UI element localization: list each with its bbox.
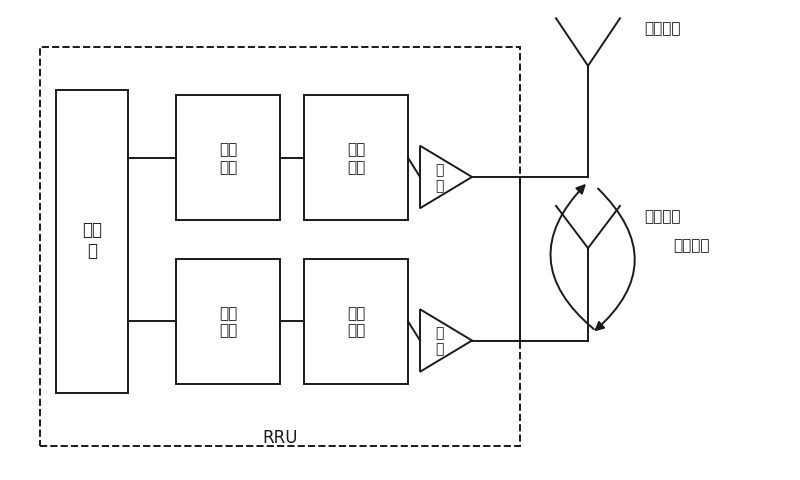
Text: 功
放: 功 放: [435, 326, 444, 356]
Text: 校准天线: 校准天线: [644, 21, 681, 36]
Text: 中频
部分: 中频 部分: [219, 142, 237, 175]
Bar: [304, 96, 408, 221]
Bar: [56, 91, 128, 394]
Text: 中频
部分: 中频 部分: [219, 305, 237, 338]
Bar: [176, 259, 280, 384]
Bar: [40, 48, 520, 446]
Bar: [304, 259, 408, 384]
Text: 射频
部分: 射频 部分: [347, 142, 365, 175]
Text: 校准数据: 校准数据: [674, 237, 710, 252]
Text: RRU: RRU: [262, 428, 298, 446]
FancyArrowPatch shape: [596, 189, 634, 330]
Bar: [176, 96, 280, 221]
Text: 射频
部分: 射频 部分: [347, 305, 365, 338]
Text: 工作天线: 工作天线: [644, 208, 681, 224]
Text: 处理
器: 处理 器: [82, 221, 102, 259]
FancyArrowPatch shape: [550, 186, 594, 329]
Text: 功
放: 功 放: [435, 163, 444, 192]
